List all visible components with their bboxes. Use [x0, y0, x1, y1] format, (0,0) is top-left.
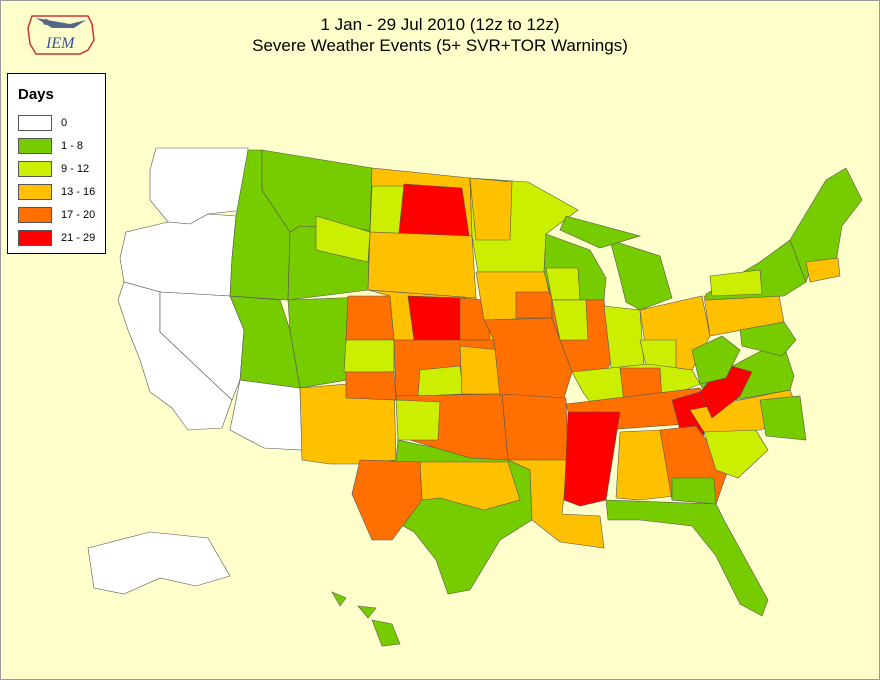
legend-swatch-4	[18, 207, 52, 223]
region-georgia-south	[671, 477, 717, 505]
legend-item: 9 - 12	[18, 160, 104, 178]
region-new-mexico-east	[345, 371, 397, 401]
map-legend: Days 0 1 - 8 9 - 12 13 - 16 17 - 20 21 -…	[7, 73, 106, 254]
region-colorado-east	[345, 295, 395, 341]
legend-swatch-3	[18, 184, 52, 200]
region-wisconsin-sw	[545, 267, 581, 301]
legend-swatch-0	[18, 115, 52, 131]
map-title: 1 Jan - 29 Jul 2010 (12z to 12z) Severe …	[0, 14, 880, 56]
region-hawaii	[331, 591, 401, 647]
region-ohio-south	[639, 339, 677, 369]
region-illinois-yellow	[551, 299, 589, 341]
title-line-1: 1 Jan - 29 Jul 2010 (12z to 12z)	[320, 15, 560, 34]
region-arizona	[229, 379, 303, 451]
region-mississippi	[563, 411, 621, 507]
legend-item: 1 - 8	[18, 137, 104, 155]
region-florida	[605, 499, 769, 617]
region-north-dakota-west	[369, 185, 405, 237]
region-south-dakota-w	[315, 215, 371, 263]
legend-swatch-1	[18, 138, 52, 154]
region-oklahoma-west	[395, 399, 441, 441]
region-washington	[149, 147, 249, 225]
legend-item: 13 - 16	[18, 183, 104, 201]
region-new-england	[789, 167, 863, 283]
legend-swatch-2	[18, 161, 52, 177]
region-michigan-up	[559, 215, 642, 249]
region-texas-yellow	[419, 461, 521, 511]
region-nebraska-red	[407, 295, 467, 341]
region-west-virginia	[691, 335, 741, 385]
region-massachusetts	[805, 257, 841, 283]
legend-swatch-5	[18, 230, 52, 246]
region-north-carolina-coast	[759, 395, 807, 441]
title-line-2: Severe Weather Events (5+ SVR+TOR Warnin…	[252, 36, 628, 55]
legend-label: 9 - 12	[61, 163, 90, 175]
legend-label: 1 - 8	[61, 140, 84, 152]
region-new-york-west	[709, 269, 763, 297]
region-iowa-east	[515, 291, 553, 319]
legend-label: 17 - 20	[61, 209, 96, 221]
legend-label: 21 - 29	[61, 232, 96, 244]
region-arkansas	[501, 393, 569, 461]
region-michigan	[609, 239, 673, 311]
legend-item: 17 - 20	[18, 206, 104, 224]
region-south-dakota	[367, 231, 477, 299]
iem-logo: IEM	[22, 10, 102, 58]
region-alaska	[87, 531, 231, 595]
region-colorado-se	[343, 339, 395, 373]
region-minnesota-west	[469, 177, 513, 241]
legend-title: Days	[18, 86, 54, 103]
iowa-outline-icon	[27, 15, 95, 55]
iem-logo-text: IEM	[45, 35, 76, 52]
legend-item: 21 - 29	[18, 229, 104, 247]
region-oregon	[119, 213, 237, 297]
legend-label: 0	[61, 117, 68, 129]
region-mid-atlantic	[739, 321, 797, 357]
region-alabama	[615, 429, 675, 501]
legend-item: 0	[18, 114, 104, 132]
legend-label: 13 - 16	[61, 186, 96, 198]
region-kansas-green	[417, 365, 465, 397]
